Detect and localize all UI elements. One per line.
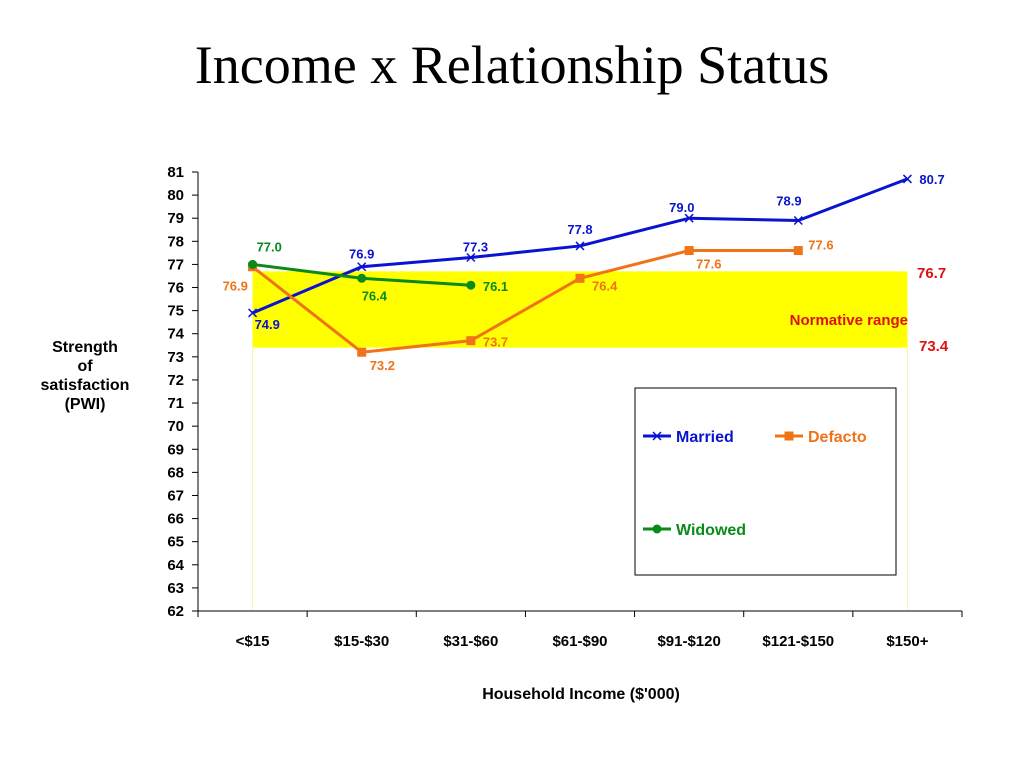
- data-point-married: [575, 241, 585, 251]
- data-label-married: 78.9: [776, 194, 801, 209]
- y-tick-label: 80: [167, 187, 184, 204]
- y-tick-label: 71: [167, 395, 184, 412]
- data-label-widowed: 76.1: [483, 279, 508, 294]
- data-label-defacto: 77.6: [808, 238, 833, 253]
- data-point-married: [902, 174, 912, 184]
- y-tick-label: 81: [167, 164, 184, 181]
- y-tick-label: 64: [167, 557, 184, 574]
- y-axis-label-line: (PWI): [64, 396, 106, 413]
- legend-label-defacto: Defacto: [808, 429, 867, 446]
- legend-label-married: Married: [676, 429, 734, 446]
- data-point-defacto: [793, 246, 803, 256]
- y-axis-label-line: satisfaction: [40, 377, 130, 394]
- slide-title: Income x Relationship Status: [194, 35, 830, 95]
- data-label-widowed: 77.0: [257, 239, 282, 254]
- legend-box: [634, 387, 897, 576]
- data-point-married: [248, 308, 258, 318]
- data-point-defacto: [466, 336, 476, 346]
- y-tick-label: 76: [167, 280, 184, 297]
- data-point-widowed: [248, 259, 258, 269]
- y-tick-label: 69: [167, 441, 184, 458]
- y-tick-label: 78: [167, 233, 184, 250]
- legend-marker-widowed: [652, 524, 662, 534]
- legend-marker-married: [652, 431, 662, 441]
- data-point-married: [466, 252, 476, 263]
- data-point-defacto: [684, 246, 694, 256]
- y-tick-label: 70: [167, 418, 184, 435]
- x-tick-label: $61-$90: [552, 633, 607, 650]
- y-tick-label: 72: [167, 372, 184, 389]
- data-label-married: 74.9: [255, 317, 280, 332]
- y-axis-label-line: Strength: [52, 339, 118, 356]
- legend-marker-defacto: [784, 431, 794, 441]
- y-axis-label-line: of: [77, 358, 93, 375]
- y-tick-label: 79: [167, 210, 184, 227]
- normative-range-label: Normative range: [790, 312, 908, 329]
- series-line-defacto: [251, 249, 799, 354]
- data-point-defacto: [575, 273, 585, 283]
- y-axis-label: Strength of satisfaction (PWI): [20, 338, 150, 414]
- x-axis-label: Household Income ($'000): [482, 686, 680, 703]
- y-tick-label: 75: [167, 303, 184, 320]
- x-tick-label: $150+: [886, 633, 928, 650]
- y-tick-label: 68: [167, 464, 184, 481]
- data-label-defacto: 77.6: [696, 257, 721, 272]
- normative-range-low-label: 73.4: [919, 338, 949, 355]
- data-label-defacto: 73.7: [483, 335, 508, 350]
- data-label-defacto: 76.9: [223, 279, 248, 294]
- data-label-widowed: 76.4: [362, 288, 388, 303]
- legend-label-widowed: Widowed: [676, 522, 746, 539]
- data-label-married: 76.9: [349, 247, 374, 262]
- y-tick-label: 77: [167, 256, 184, 273]
- y-tick-label: 74: [167, 326, 184, 343]
- x-tick-label: $121-$150: [762, 633, 834, 650]
- data-point-widowed: [357, 273, 367, 283]
- y-tick-label: 63: [167, 580, 184, 597]
- x-tick-label: $31-$60: [443, 633, 498, 650]
- x-tick-label: $15-$30: [334, 633, 389, 650]
- data-label-married: 80.7: [919, 172, 944, 187]
- x-tick-label: $91-$120: [657, 633, 720, 650]
- data-point-married: [793, 215, 803, 226]
- y-tick-label: 66: [167, 511, 184, 528]
- x-tick-label: <$15: [236, 633, 270, 650]
- data-label-married: 77.8: [567, 222, 592, 237]
- normative-range-band: [252, 271, 908, 348]
- y-tick-label: 62: [167, 603, 184, 620]
- y-tick-label: 73: [167, 349, 184, 366]
- data-label-married: 79.0: [669, 200, 694, 215]
- data-label-defacto: 73.2: [370, 358, 395, 373]
- data-point-defacto: [357, 347, 367, 357]
- y-tick-label: 67: [167, 487, 184, 504]
- data-point-married: [357, 262, 367, 272]
- data-point-married: [684, 213, 694, 223]
- data-point-widowed: [466, 280, 476, 290]
- data-label-married: 77.3: [463, 239, 488, 254]
- normative-range-high-label: 76.7: [917, 265, 946, 282]
- y-tick-label: 65: [167, 534, 184, 551]
- data-label-defacto: 76.4: [592, 278, 618, 293]
